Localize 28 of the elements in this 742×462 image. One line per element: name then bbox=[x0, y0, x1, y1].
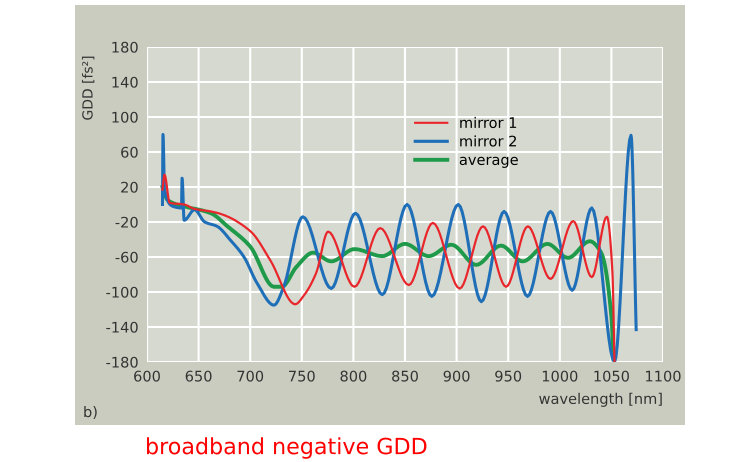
legend-label: mirror 1 bbox=[460, 116, 516, 128]
y-tick-label: 20 bbox=[121, 182, 138, 193]
legend-label: average bbox=[460, 156, 518, 168]
x-tick-label: 900 bbox=[444, 370, 470, 382]
x-tick-label: 1100 bbox=[646, 370, 681, 382]
y-axis-title: GDD [fs²] bbox=[82, 56, 94, 120]
x-tick-label: 950 bbox=[495, 370, 522, 382]
x-tick-label: 1050 bbox=[594, 370, 629, 382]
legend-label: mirror 2 bbox=[460, 135, 516, 147]
x-tick-label: 650 bbox=[186, 370, 212, 382]
y-tick-label: -100 bbox=[106, 286, 138, 298]
y-tick-label: 100 bbox=[112, 112, 138, 123]
x-tick-label: 700 bbox=[237, 370, 264, 382]
text: broadband negative GDD bbox=[147, 437, 426, 459]
y-tick-label: -180 bbox=[106, 356, 138, 368]
text: b) bbox=[84, 406, 97, 419]
x-axis-title: wavelength [nm] bbox=[539, 392, 662, 407]
y-tick-label: -20 bbox=[116, 216, 138, 228]
y-tick-label: 60 bbox=[121, 146, 138, 158]
y-tick-label: 140 bbox=[112, 76, 138, 88]
y-tick-label: -60 bbox=[116, 252, 138, 263]
y-tick-label: -140 bbox=[106, 322, 138, 333]
x-tick-label: 800 bbox=[340, 370, 366, 382]
x-tick-label: 1000 bbox=[542, 370, 578, 382]
y-tick-label: 180 bbox=[112, 42, 138, 53]
x-tick-label: 600 bbox=[134, 370, 160, 382]
x-tick-label: 750 bbox=[289, 370, 315, 382]
x-tick-label: 850 bbox=[392, 370, 418, 382]
